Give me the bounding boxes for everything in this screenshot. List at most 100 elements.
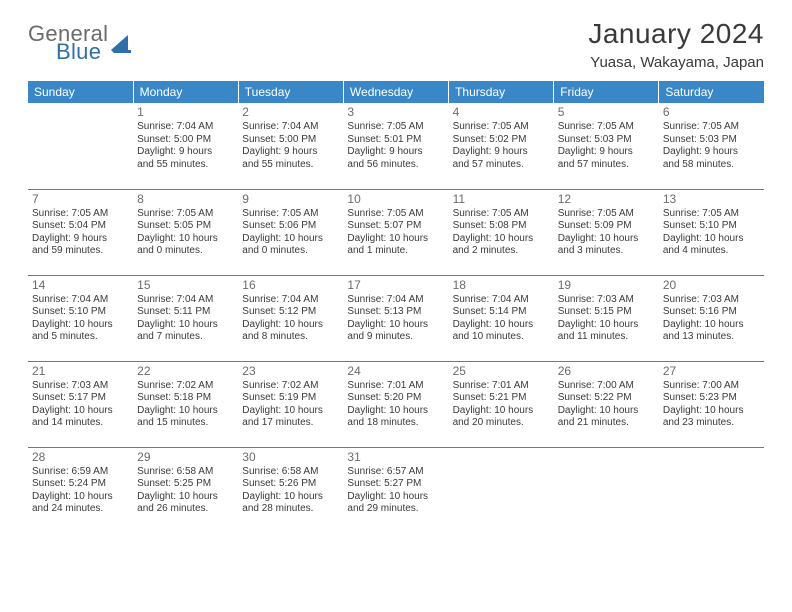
sunset-text: Sunset: 5:06 PM bbox=[242, 220, 339, 233]
daylight-text: and 17 minutes. bbox=[242, 417, 339, 430]
sunrise-text: Sunrise: 7:04 AM bbox=[242, 294, 339, 307]
sunset-text: Sunset: 5:21 PM bbox=[453, 392, 550, 405]
daylight-text: and 28 minutes. bbox=[242, 503, 339, 516]
weekday-header: Saturday bbox=[659, 81, 764, 103]
sunset-text: Sunset: 5:00 PM bbox=[137, 134, 234, 147]
brand-logo: General Blue bbox=[28, 24, 131, 62]
sunset-text: Sunset: 5:02 PM bbox=[453, 134, 550, 147]
daylight-text: and 56 minutes. bbox=[347, 159, 444, 172]
sunset-text: Sunset: 5:04 PM bbox=[32, 220, 129, 233]
day-number: 21 bbox=[32, 364, 129, 379]
calendar-cell: 12Sunrise: 7:05 AMSunset: 5:09 PMDayligh… bbox=[554, 189, 659, 275]
calendar-cell: 24Sunrise: 7:01 AMSunset: 5:20 PMDayligh… bbox=[343, 361, 448, 447]
daylight-text: and 1 minute. bbox=[347, 245, 444, 258]
calendar-cell: 17Sunrise: 7:04 AMSunset: 5:13 PMDayligh… bbox=[343, 275, 448, 361]
sunrise-text: Sunrise: 7:04 AM bbox=[137, 294, 234, 307]
sunrise-text: Sunrise: 7:01 AM bbox=[453, 380, 550, 393]
daylight-text: and 4 minutes. bbox=[663, 245, 760, 258]
sunset-text: Sunset: 5:07 PM bbox=[347, 220, 444, 233]
calendar-cell bbox=[554, 447, 659, 533]
sunrise-text: Sunrise: 7:05 AM bbox=[137, 208, 234, 221]
calendar-cell: 30Sunrise: 6:58 AMSunset: 5:26 PMDayligh… bbox=[238, 447, 343, 533]
calendar-body: 1Sunrise: 7:04 AMSunset: 5:00 PMDaylight… bbox=[28, 103, 764, 533]
daylight-text: and 2 minutes. bbox=[453, 245, 550, 258]
sunset-text: Sunset: 5:10 PM bbox=[663, 220, 760, 233]
sunrise-text: Sunrise: 7:05 AM bbox=[32, 208, 129, 221]
daylight-text: and 21 minutes. bbox=[558, 417, 655, 430]
calendar-cell: 15Sunrise: 7:04 AMSunset: 5:11 PMDayligh… bbox=[133, 275, 238, 361]
daylight-text: and 55 minutes. bbox=[137, 159, 234, 172]
daylight-text: and 24 minutes. bbox=[32, 503, 129, 516]
calendar-cell: 18Sunrise: 7:04 AMSunset: 5:14 PMDayligh… bbox=[449, 275, 554, 361]
calendar-cell: 31Sunrise: 6:57 AMSunset: 5:27 PMDayligh… bbox=[343, 447, 448, 533]
day-number: 24 bbox=[347, 364, 444, 379]
daylight-text: and 58 minutes. bbox=[663, 159, 760, 172]
sunset-text: Sunset: 5:16 PM bbox=[663, 306, 760, 319]
daylight-text: and 18 minutes. bbox=[347, 417, 444, 430]
calendar-cell: 11Sunrise: 7:05 AMSunset: 5:08 PMDayligh… bbox=[449, 189, 554, 275]
sunrise-text: Sunrise: 7:01 AM bbox=[347, 380, 444, 393]
sunset-text: Sunset: 5:20 PM bbox=[347, 392, 444, 405]
daylight-text: Daylight: 9 hours bbox=[137, 146, 234, 159]
daylight-text: and 8 minutes. bbox=[242, 331, 339, 344]
sunrise-text: Sunrise: 7:02 AM bbox=[137, 380, 234, 393]
calendar-cell: 20Sunrise: 7:03 AMSunset: 5:16 PMDayligh… bbox=[659, 275, 764, 361]
day-number: 11 bbox=[453, 192, 550, 207]
sunrise-text: Sunrise: 7:04 AM bbox=[347, 294, 444, 307]
page-root: General Blue January 2024 Yuasa, Wakayam… bbox=[0, 0, 792, 533]
daylight-text: Daylight: 10 hours bbox=[32, 491, 129, 504]
daylight-text: and 11 minutes. bbox=[558, 331, 655, 344]
calendar-cell: 2Sunrise: 7:04 AMSunset: 5:00 PMDaylight… bbox=[238, 103, 343, 189]
sunset-text: Sunset: 5:22 PM bbox=[558, 392, 655, 405]
day-number: 18 bbox=[453, 278, 550, 293]
sunrise-text: Sunrise: 7:04 AM bbox=[137, 121, 234, 134]
sunset-text: Sunset: 5:10 PM bbox=[32, 306, 129, 319]
day-number: 20 bbox=[663, 278, 760, 293]
day-number: 31 bbox=[347, 450, 444, 465]
day-number: 10 bbox=[347, 192, 444, 207]
brand-text-blue: Blue bbox=[56, 42, 108, 62]
calendar-cell: 25Sunrise: 7:01 AMSunset: 5:21 PMDayligh… bbox=[449, 361, 554, 447]
daylight-text: and 59 minutes. bbox=[32, 245, 129, 258]
sunset-text: Sunset: 5:25 PM bbox=[137, 478, 234, 491]
day-number: 12 bbox=[558, 192, 655, 207]
sunset-text: Sunset: 5:26 PM bbox=[242, 478, 339, 491]
daylight-text: Daylight: 10 hours bbox=[453, 405, 550, 418]
daylight-text: and 7 minutes. bbox=[137, 331, 234, 344]
sunset-text: Sunset: 5:03 PM bbox=[558, 134, 655, 147]
day-number: 25 bbox=[453, 364, 550, 379]
sunrise-text: Sunrise: 6:57 AM bbox=[347, 466, 444, 479]
daylight-text: Daylight: 10 hours bbox=[242, 491, 339, 504]
daylight-text: Daylight: 10 hours bbox=[347, 491, 444, 504]
daylight-text: and 29 minutes. bbox=[347, 503, 444, 516]
daylight-text: and 14 minutes. bbox=[32, 417, 129, 430]
calendar-cell: 1Sunrise: 7:04 AMSunset: 5:00 PMDaylight… bbox=[133, 103, 238, 189]
calendar-cell bbox=[28, 103, 133, 189]
daylight-text: Daylight: 10 hours bbox=[453, 233, 550, 246]
daylight-text: Daylight: 9 hours bbox=[347, 146, 444, 159]
sunset-text: Sunset: 5:11 PM bbox=[137, 306, 234, 319]
calendar-table: Sunday Monday Tuesday Wednesday Thursday… bbox=[28, 81, 764, 533]
daylight-text: Daylight: 10 hours bbox=[558, 319, 655, 332]
calendar-cell: 19Sunrise: 7:03 AMSunset: 5:15 PMDayligh… bbox=[554, 275, 659, 361]
daylight-text: and 0 minutes. bbox=[242, 245, 339, 258]
weekday-header: Wednesday bbox=[343, 81, 448, 103]
sail-icon bbox=[111, 35, 131, 53]
sunset-text: Sunset: 5:19 PM bbox=[242, 392, 339, 405]
header: General Blue January 2024 Yuasa, Wakayam… bbox=[28, 18, 764, 71]
daylight-text: Daylight: 10 hours bbox=[242, 319, 339, 332]
calendar-cell: 8Sunrise: 7:05 AMSunset: 5:05 PMDaylight… bbox=[133, 189, 238, 275]
sunrise-text: Sunrise: 6:59 AM bbox=[32, 466, 129, 479]
daylight-text: Daylight: 10 hours bbox=[32, 319, 129, 332]
day-number: 6 bbox=[663, 105, 760, 120]
sunrise-text: Sunrise: 6:58 AM bbox=[242, 466, 339, 479]
calendar-cell: 13Sunrise: 7:05 AMSunset: 5:10 PMDayligh… bbox=[659, 189, 764, 275]
day-number: 13 bbox=[663, 192, 760, 207]
weekday-header: Monday bbox=[133, 81, 238, 103]
calendar-cell: 28Sunrise: 6:59 AMSunset: 5:24 PMDayligh… bbox=[28, 447, 133, 533]
sunrise-text: Sunrise: 7:00 AM bbox=[558, 380, 655, 393]
sunrise-text: Sunrise: 7:04 AM bbox=[453, 294, 550, 307]
day-number: 1 bbox=[137, 105, 234, 120]
calendar-cell bbox=[659, 447, 764, 533]
calendar-row: 21Sunrise: 7:03 AMSunset: 5:17 PMDayligh… bbox=[28, 361, 764, 447]
